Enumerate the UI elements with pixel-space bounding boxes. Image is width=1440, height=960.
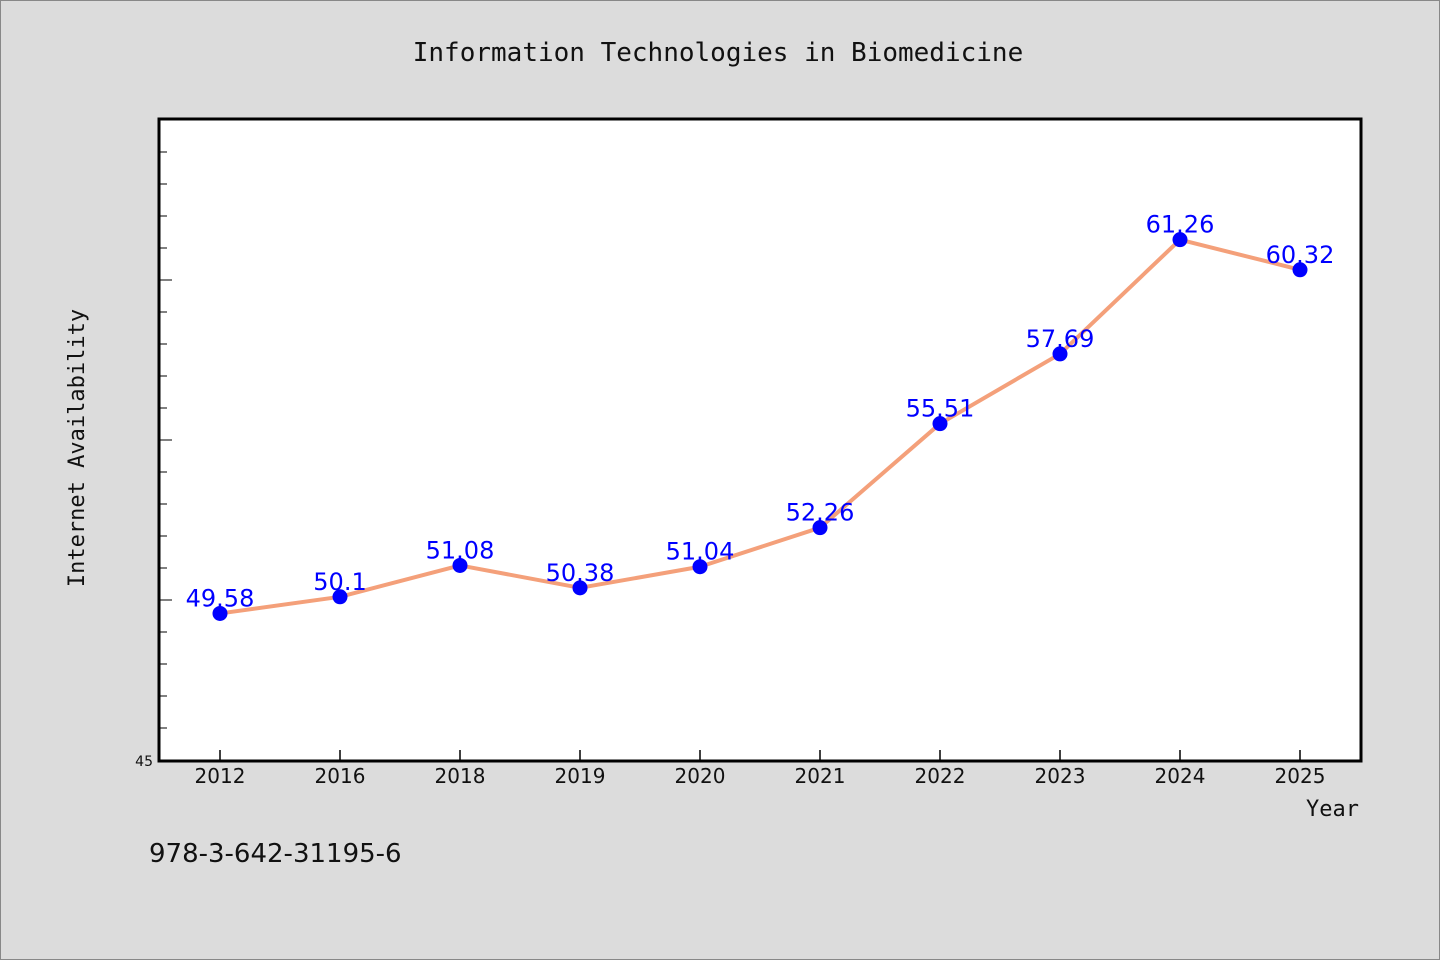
y-axis-ticks bbox=[160, 151, 172, 729]
y-tick-label: 45 bbox=[135, 754, 153, 770]
x-tick-label: 2025 bbox=[1275, 764, 1326, 788]
x-axis-label: Year bbox=[1306, 797, 1359, 822]
x-tick-label: 2023 bbox=[1035, 764, 1086, 788]
data-point bbox=[932, 416, 948, 432]
x-axis-tick-labels: 2012 2016 2018 2019 2020 2021 2022 2023 2024 2025 bbox=[195, 764, 1326, 788]
plot-area bbox=[157, 117, 1363, 763]
x-tick-label: 2024 bbox=[1155, 764, 1206, 788]
data-point bbox=[452, 557, 468, 573]
data-point bbox=[1172, 232, 1188, 248]
data-label: 50.38 bbox=[546, 559, 615, 587]
x-tick-label: 2020 bbox=[675, 764, 726, 788]
data-labels: 49.58 50.1 51.08 50.38 51.04 52.26 55.51 57.69 6… bbox=[186, 211, 1335, 613]
x-tick-label: 2021 bbox=[795, 764, 846, 788]
x-tick-label: 2018 bbox=[435, 764, 486, 788]
data-label: 51.04 bbox=[666, 538, 735, 566]
data-point bbox=[572, 580, 588, 596]
data-label: 51.08 bbox=[426, 536, 495, 564]
x-tick-label: 2022 bbox=[915, 764, 966, 788]
x-tick-label: 2019 bbox=[555, 764, 606, 788]
data-point bbox=[1052, 346, 1068, 362]
y-axis-label: Internet Availability bbox=[65, 309, 90, 587]
data-label: 49.58 bbox=[186, 584, 255, 612]
data-label: 52.26 bbox=[786, 499, 855, 527]
data-point bbox=[1292, 262, 1308, 278]
series-line bbox=[218, 237, 1302, 616]
data-markers bbox=[212, 232, 1308, 621]
chart-title: Information Technologies in Biomedicine bbox=[413, 38, 1023, 68]
data-label: 60.32 bbox=[1266, 241, 1335, 269]
x-tick-label: 2016 bbox=[315, 764, 366, 788]
x-axis-ticks bbox=[219, 750, 1301, 760]
x-tick-label: 2012 bbox=[195, 764, 246, 788]
data-label: 55.51 bbox=[906, 395, 975, 423]
data-point bbox=[812, 520, 828, 536]
data-point bbox=[212, 605, 228, 621]
data-point bbox=[332, 589, 348, 605]
data-label: 57.69 bbox=[1026, 325, 1095, 353]
footer-isbn: 978-3-642-31195-6 bbox=[149, 839, 402, 869]
data-label: 50.1 bbox=[313, 568, 366, 596]
data-point bbox=[692, 559, 708, 575]
data-label: 61.26 bbox=[1146, 211, 1215, 239]
